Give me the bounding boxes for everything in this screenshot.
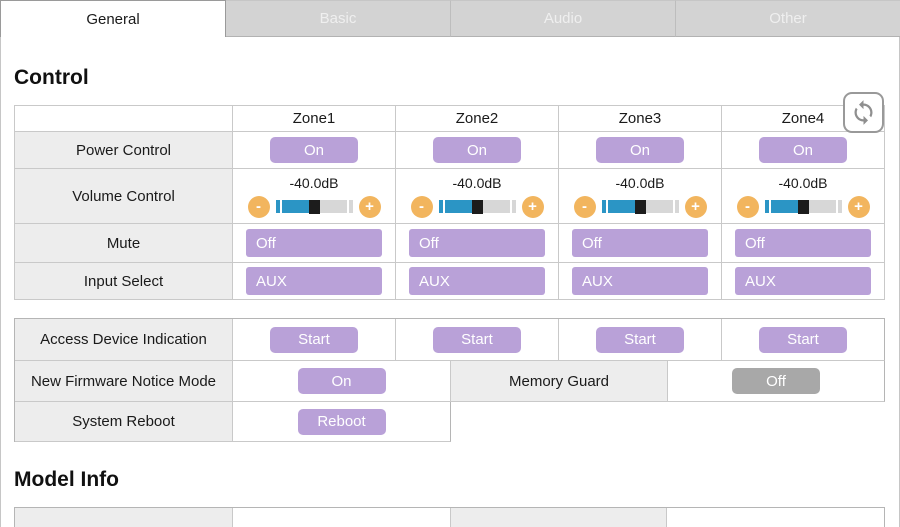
page-content: Control Zone1 Zone2 Zone3 Zone4 Power Co… bbox=[0, 37, 900, 527]
new-firmware-notice-mode-button[interactable]: On bbox=[297, 368, 386, 394]
system-table-empty-area bbox=[451, 402, 885, 442]
model-info-label-cell bbox=[450, 508, 668, 527]
slider-empty-segment bbox=[319, 200, 347, 213]
power-zone1-button[interactable]: On bbox=[270, 137, 358, 163]
volume-zone1-value: -40.0dB bbox=[289, 174, 339, 191]
slider-right-cap bbox=[348, 200, 353, 213]
model-info-label-cell bbox=[15, 508, 233, 527]
slider-handle[interactable] bbox=[308, 199, 320, 214]
model-info-section-title: Model Info bbox=[14, 468, 119, 491]
tab-general[interactable]: General bbox=[0, 0, 226, 37]
power-zone2-button[interactable]: On bbox=[433, 137, 521, 163]
tab-bar: General Basic Audio Other bbox=[0, 0, 900, 37]
slider-empty-segment bbox=[645, 200, 673, 213]
input-zone1-select[interactable]: AUX bbox=[246, 267, 382, 295]
slider-right-cap bbox=[837, 200, 842, 213]
new-firmware-notice-mode-label: New Firmware Notice Mode bbox=[15, 361, 233, 402]
access-device-indication-label: Access Device Indication bbox=[15, 319, 233, 361]
input-select-label: Input Select bbox=[14, 262, 233, 300]
zone3-header: Zone3 bbox=[558, 105, 722, 132]
slider-handle[interactable] bbox=[797, 199, 809, 214]
slider-filled-segment bbox=[770, 200, 798, 213]
mute-zone1-select[interactable]: Off bbox=[246, 229, 382, 257]
slider-right-cap bbox=[511, 200, 516, 213]
zone-header-blank bbox=[14, 105, 233, 132]
volume-zone1-slider[interactable] bbox=[275, 199, 353, 214]
zone1-header: Zone1 bbox=[232, 105, 396, 132]
volume-control-label: Volume Control bbox=[14, 168, 233, 224]
model-info-value-cell bbox=[233, 508, 451, 527]
slider-filled-segment bbox=[607, 200, 635, 213]
power-control-label: Power Control bbox=[14, 131, 233, 169]
input-zone2-select[interactable]: AUX bbox=[409, 267, 545, 295]
slider-handle[interactable] bbox=[634, 199, 646, 214]
model-info-table bbox=[14, 507, 885, 527]
volume-zone1-plus-button[interactable]: + bbox=[358, 195, 381, 218]
volume-zone1-minus-button[interactable]: - bbox=[247, 195, 270, 218]
tab-audio[interactable]: Audio bbox=[450, 0, 675, 37]
slider-filled-segment bbox=[281, 200, 309, 213]
slider-left-cap bbox=[275, 200, 280, 213]
control-section-title: Control bbox=[14, 66, 89, 89]
memory-guard-button[interactable]: Off bbox=[732, 368, 820, 394]
volume-zone4-slider[interactable] bbox=[764, 199, 842, 214]
slider-empty-segment bbox=[482, 200, 510, 213]
mute-zone2-select[interactable]: Off bbox=[409, 229, 545, 257]
volume-zone3-value: -40.0dB bbox=[615, 174, 665, 191]
access-zone2-start-button[interactable]: Start bbox=[433, 326, 521, 353]
slider-left-cap bbox=[764, 200, 769, 213]
system-table: Access Device Indication Start Start Sta… bbox=[14, 318, 885, 442]
volume-zone2-value: -40.0dB bbox=[452, 174, 502, 191]
slider-left-cap bbox=[438, 200, 443, 213]
access-zone1-start-button[interactable]: Start bbox=[270, 326, 358, 353]
power-zone3-button[interactable]: On bbox=[596, 137, 684, 163]
volume-zone2-slider[interactable] bbox=[438, 199, 516, 214]
volume-zone4-value: -40.0dB bbox=[778, 174, 828, 191]
mute-label: Mute bbox=[14, 223, 233, 263]
refresh-button[interactable] bbox=[843, 92, 884, 133]
tab-basic[interactable]: Basic bbox=[226, 0, 450, 37]
input-zone4-select[interactable]: AUX bbox=[735, 267, 871, 295]
model-info-value-cell bbox=[667, 508, 884, 527]
access-zone4-start-button[interactable]: Start bbox=[759, 326, 847, 353]
slider-left-cap bbox=[601, 200, 606, 213]
zone2-header: Zone2 bbox=[395, 105, 559, 132]
system-reboot-label: System Reboot bbox=[15, 402, 233, 442]
volume-zone2-plus-button[interactable]: + bbox=[521, 195, 544, 218]
system-reboot-button[interactable]: Reboot bbox=[297, 408, 386, 435]
mute-zone3-select[interactable]: Off bbox=[572, 229, 708, 257]
control-table: Zone1 Zone2 Zone3 Zone4 Power Control On… bbox=[14, 105, 885, 300]
memory-guard-label: Memory Guard bbox=[451, 361, 668, 402]
volume-zone3-minus-button[interactable]: - bbox=[573, 195, 596, 218]
volume-zone4-plus-button[interactable]: + bbox=[847, 195, 870, 218]
volume-zone2-minus-button[interactable]: - bbox=[410, 195, 433, 218]
slider-filled-segment bbox=[444, 200, 472, 213]
access-zone3-start-button[interactable]: Start bbox=[596, 326, 684, 353]
volume-zone4-minus-button[interactable]: - bbox=[736, 195, 759, 218]
input-zone3-select[interactable]: AUX bbox=[572, 267, 708, 295]
power-zone4-button[interactable]: On bbox=[759, 137, 847, 163]
slider-handle[interactable] bbox=[471, 199, 483, 214]
slider-empty-segment bbox=[808, 200, 836, 213]
volume-zone3-plus-button[interactable]: + bbox=[684, 195, 707, 218]
volume-zone3-slider[interactable] bbox=[601, 199, 679, 214]
refresh-icon bbox=[850, 99, 877, 126]
mute-zone4-select[interactable]: Off bbox=[735, 229, 871, 257]
tab-other[interactable]: Other bbox=[675, 0, 900, 37]
slider-right-cap bbox=[674, 200, 679, 213]
